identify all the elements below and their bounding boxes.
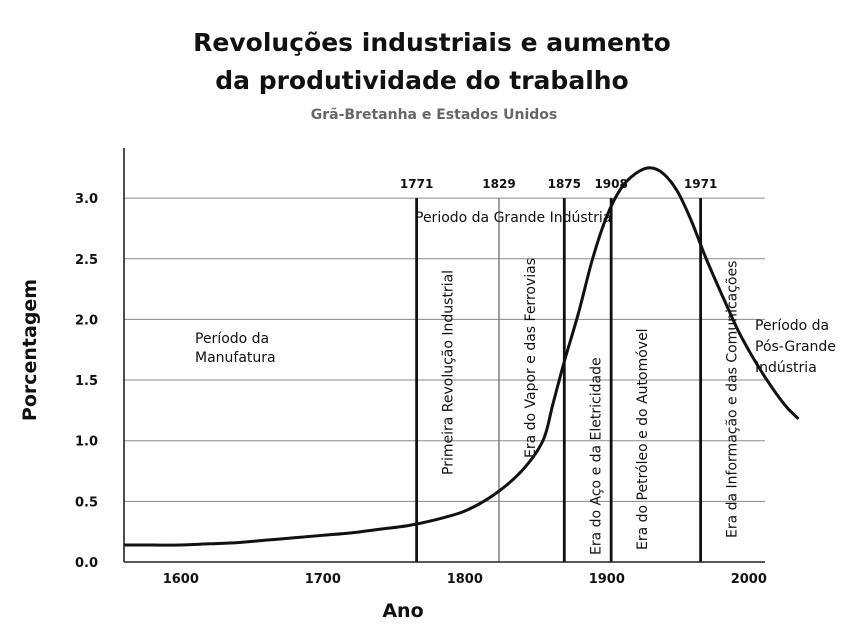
y-tick-label: 2.5	[75, 253, 98, 268]
x-tick-label: 1900	[589, 572, 625, 587]
era-marker-lines	[415, 198, 703, 562]
x-tick-label: 2000	[731, 572, 767, 587]
chart-subtitle: Grã-Bretanha e Estados Unidos	[310, 107, 558, 123]
label-pos-3: Indústria	[755, 360, 817, 376]
y-axis-title: Porcentagem	[19, 279, 41, 421]
label-manufatura-2: Manufatura	[195, 350, 276, 366]
y-tick-label: 0.0	[75, 556, 98, 571]
marker-year-labels: 1771 1829 1875 1908 1971	[400, 177, 717, 191]
label-pos-2: Pós-Grande	[755, 339, 836, 355]
era-label-1971: Era da Informação e das Comunicações	[725, 261, 741, 538]
era-label-1771: Primeira Revolução Industrial	[441, 270, 457, 475]
marker-year-1875: 1875	[548, 177, 581, 191]
marker-year-1971: 1971	[684, 177, 717, 191]
marker-year-1771: 1771	[400, 177, 433, 191]
label-manufatura-1: Período da	[195, 331, 269, 347]
era-label-1829: Era do Vapor e das Ferrovias	[523, 258, 539, 458]
x-tick-label: 1800	[447, 572, 483, 587]
x-tick-labels: 1600 1700 1800 1900 2000	[163, 572, 767, 587]
era-labels: Primeira Revolução Industrial Era do Vapo…	[441, 258, 741, 555]
x-tick-label: 1700	[305, 572, 341, 587]
x-axis-title: Ano	[382, 600, 423, 622]
gridlines	[124, 197, 765, 502]
era-label-1875: Era do Aço e da Eletricidade	[588, 357, 604, 555]
y-tick-label: 1.0	[75, 435, 98, 450]
productivity-curve	[124, 166, 800, 547]
y-tick-label: 2.0	[75, 313, 98, 328]
era-label-1908: Era do Petróleo e do Automóvel	[635, 328, 651, 550]
y-tick-label: 1.5	[75, 374, 98, 389]
x-tick-label: 1600	[163, 572, 199, 587]
label-grande-industria: Periodo da Grande Indústria	[415, 210, 611, 226]
label-pos-1: Período da	[755, 318, 829, 334]
y-tick-labels: 0.0 0.5 1.0 1.5 2.0 2.5 3.0	[75, 192, 98, 571]
marker-year-1908: 1908	[594, 177, 627, 191]
y-tick-label: 3.0	[75, 192, 98, 207]
axes	[123, 148, 765, 563]
chart-title-line1: Revoluções industriais e aumento	[193, 28, 671, 57]
chart-title-line2: da produtividade do trabalho	[215, 66, 629, 95]
y-tick-label: 0.5	[75, 495, 98, 510]
marker-year-1829: 1829	[482, 177, 515, 191]
